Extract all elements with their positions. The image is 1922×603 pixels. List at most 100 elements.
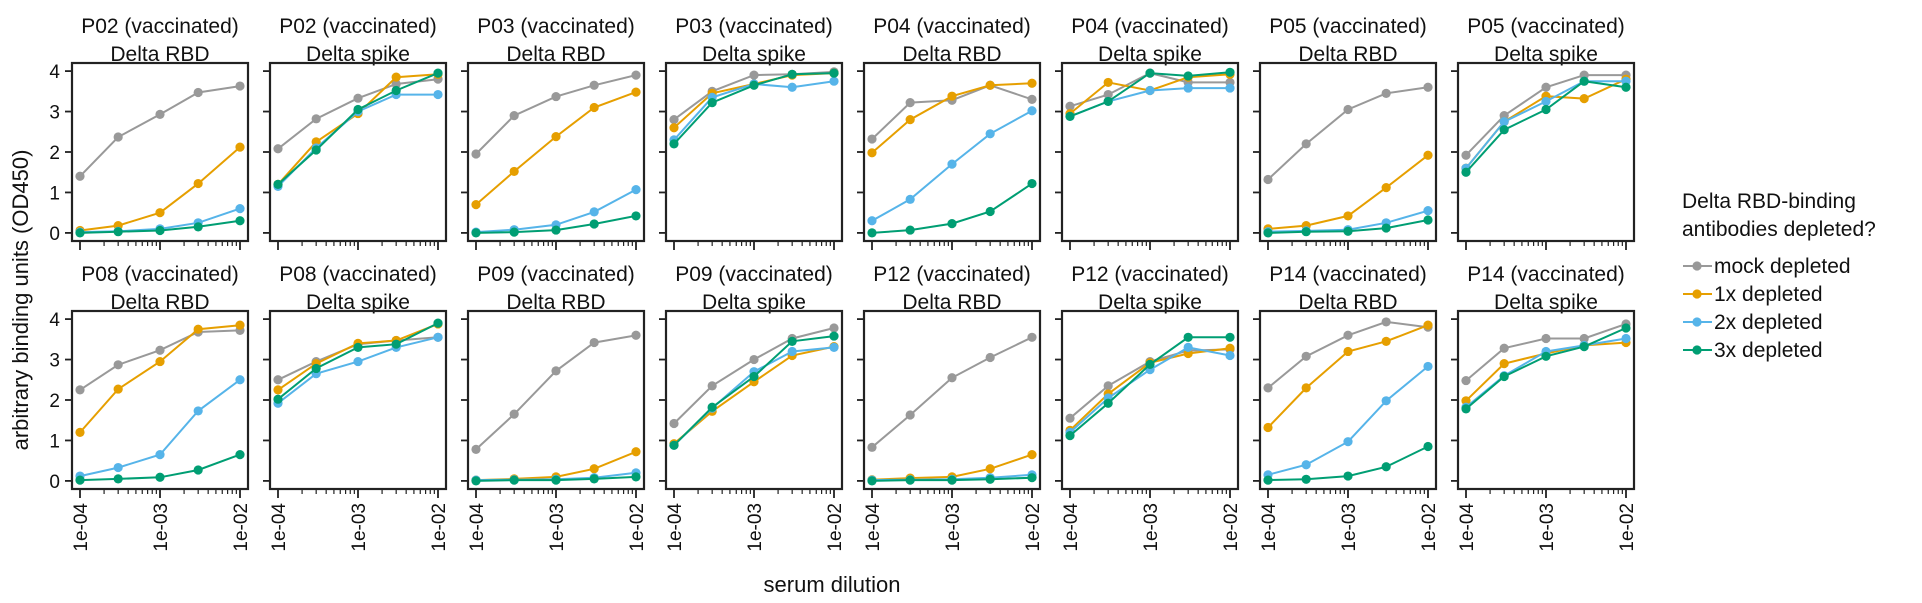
data-point: [829, 68, 839, 78]
data-point: [631, 472, 641, 482]
data-point: [1183, 342, 1193, 353]
data-point: [829, 76, 839, 86]
x-tick-label: 1e-02: [825, 503, 846, 552]
data-point: [707, 402, 717, 412]
data-point: [749, 70, 759, 80]
x-tick-label: 1e-03: [745, 503, 766, 552]
panel-frame: [466, 61, 646, 243]
x-tick-label: 1e-03: [349, 503, 370, 552]
data-point: [1145, 85, 1155, 96]
x-tick-label: 1e-02: [231, 503, 252, 552]
data-point: [631, 447, 641, 457]
panel-title: P14 (vaccinated): [1269, 263, 1427, 286]
y-tick-label: 1: [49, 431, 60, 452]
legend-marker: [1692, 317, 1702, 327]
data-point: [947, 373, 957, 383]
data-point: [311, 363, 321, 374]
data-point: [1343, 104, 1353, 115]
data-point: [433, 89, 443, 100]
data-point: [193, 178, 203, 189]
x-tick-label: 1e-04: [1457, 503, 1478, 552]
x-tick-label: 1e-04: [467, 503, 488, 552]
y-axis-label: arbitrary binding units (OD450): [8, 150, 33, 451]
y-tick-label: 3: [49, 103, 60, 124]
data-point: [985, 206, 995, 217]
y-tick-label: 4: [49, 62, 60, 83]
panel-title: Delta spike: [306, 291, 410, 314]
panel-title: P03 (vaccinated): [477, 15, 635, 38]
data-point: [1027, 178, 1037, 189]
data-point: [75, 427, 85, 437]
data-point: [273, 179, 283, 189]
data-point: [1301, 460, 1311, 470]
data-point: [1343, 437, 1353, 447]
x-tick-label: 1e-02: [627, 503, 648, 552]
data-point: [1579, 94, 1589, 104]
panel-title: Delta spike: [1098, 43, 1202, 66]
series-line: [79, 378, 241, 478]
y-tick-label: 0: [49, 472, 60, 493]
data-point: [471, 228, 481, 238]
panel-frame: [862, 61, 1042, 243]
x-tick-label: 1e-04: [863, 503, 884, 552]
data-point: [1027, 473, 1037, 483]
panel-title: P04 (vaccinated): [873, 15, 1031, 38]
y-tick-label: 2: [49, 391, 60, 412]
data-point: [155, 472, 165, 482]
x-tick-label: 1e-02: [1023, 503, 1044, 552]
data-point: [235, 216, 245, 226]
data-point: [471, 444, 481, 454]
panel-title: P12 (vaccinated): [873, 263, 1031, 286]
data-point: [1263, 228, 1273, 238]
data-point: [193, 324, 203, 334]
data-point: [1343, 211, 1353, 221]
panel-title: P09 (vaccinated): [675, 263, 833, 286]
data-point: [787, 336, 797, 346]
data-point: [551, 132, 561, 142]
data-point: [1461, 404, 1471, 414]
data-point: [311, 145, 321, 155]
panel-title: Delta spike: [702, 43, 806, 66]
data-point: [631, 211, 641, 221]
data-point: [235, 450, 245, 460]
data-point: [905, 98, 915, 108]
panel: P04 (vaccinated) Delta RBD: [857, 15, 1042, 250]
panel-frame: [268, 309, 448, 491]
data-point: [509, 475, 519, 485]
data-point: [1579, 342, 1589, 352]
panel: P05 (vaccinated) Delta RBD: [1253, 15, 1438, 250]
data-point: [273, 394, 283, 404]
data-point: [311, 114, 321, 124]
data-point: [1301, 351, 1311, 361]
data-point: [471, 149, 481, 159]
data-point: [631, 185, 641, 195]
data-point: [1621, 333, 1631, 344]
data-point: [235, 204, 245, 214]
data-point: [1381, 88, 1391, 98]
data-point: [1621, 323, 1631, 333]
data-point: [1499, 358, 1509, 369]
legend-marker: [1692, 261, 1702, 271]
panel-title: Delta spike: [1098, 291, 1202, 314]
panel-title: Delta RBD: [110, 291, 209, 314]
data-point: [1423, 215, 1433, 225]
series-line: [475, 74, 637, 155]
data-point: [669, 440, 679, 450]
data-point: [509, 227, 519, 237]
data-point: [1461, 396, 1471, 406]
data-point: [433, 318, 443, 328]
data-point: [985, 129, 995, 139]
data-point: [829, 323, 839, 333]
data-point: [113, 360, 123, 370]
data-point: [1027, 450, 1037, 460]
data-point: [509, 409, 519, 419]
panel-title: P02 (vaccinated): [81, 15, 239, 38]
data-point: [391, 85, 401, 96]
data-point: [155, 225, 165, 236]
panel-title: Delta RBD: [506, 291, 605, 314]
x-tick-label: 1e-02: [1419, 503, 1440, 552]
panel-title: P05 (vaccinated): [1467, 15, 1625, 38]
data-point: [707, 381, 717, 391]
data-point: [1027, 78, 1037, 88]
x-tick-label: 1e-03: [151, 503, 172, 552]
